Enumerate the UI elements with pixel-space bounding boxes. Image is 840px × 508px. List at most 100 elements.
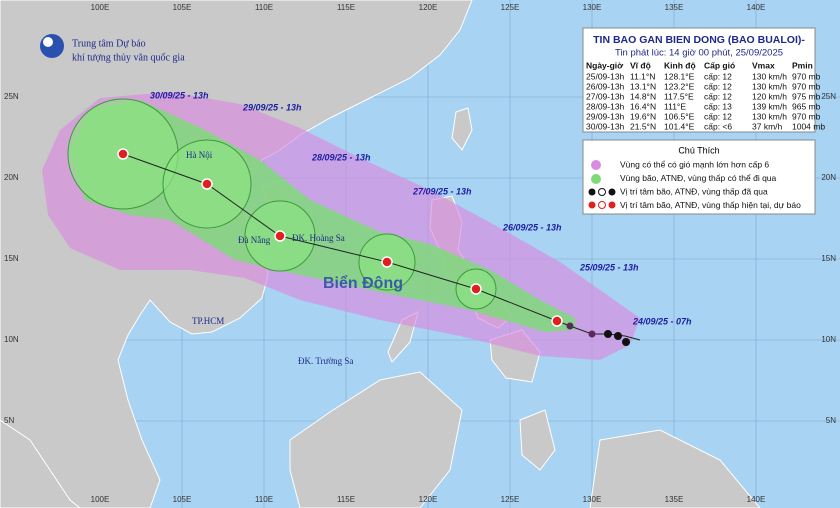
lat-label: 15N	[821, 254, 836, 263]
place-label: ĐK. Hoàng Sa	[292, 233, 345, 243]
lon-label: 105E	[173, 495, 192, 504]
bulletin-cell: 970 mb	[792, 111, 821, 121]
lat-label: 10N	[4, 335, 19, 344]
org-line1: Trung tâm Dự báo	[72, 38, 146, 49]
legend-item: Vùng bão, ATNĐ, vùng thấp có thể đi qua	[620, 173, 777, 183]
bulletin-cell: 120 km/h	[752, 91, 787, 101]
bulletin-cell: 130 km/h	[752, 81, 787, 91]
lat-label: 10N	[821, 335, 836, 344]
place-label: ĐK. Trường Sa	[298, 356, 353, 366]
lat-label: 5N	[4, 416, 14, 425]
bulletin-cell: 123.2°E	[664, 81, 695, 91]
lat-label: 20N	[4, 173, 19, 182]
bulletin-cell: 101.4°E	[664, 121, 695, 131]
bulletin-cell: 11.1°N	[630, 71, 655, 81]
bulletin-cell: cấp: 12	[704, 71, 732, 81]
time-label: 26/09/25 - 13h	[502, 222, 562, 232]
bulletin-cell: 13.1°N	[630, 81, 656, 91]
bulletin-cell: 128.1°E	[664, 71, 695, 81]
bulletin-cell: 37 km/h	[752, 121, 783, 131]
bulletin-cell: cấp: 12	[704, 111, 732, 121]
place-label: Đà Nẵng	[238, 235, 271, 245]
lat-label: 20N	[821, 173, 836, 182]
legend-icon	[591, 160, 601, 170]
place-label: Hà Nội	[186, 150, 213, 160]
lat-label: 25N	[4, 92, 19, 101]
lon-label: 135E	[665, 3, 684, 12]
legend-icon	[588, 201, 616, 209]
bulletin-title: TIN BAO GAN BIEN DONG (BAO BUALOI)-	[593, 34, 805, 46]
bulletin-cell: cấp: 13	[704, 101, 732, 111]
lon-label: 105E	[173, 3, 192, 12]
lon-label: 140E	[747, 495, 766, 504]
lat-label: 25N	[821, 92, 836, 101]
lon-label: 130E	[583, 495, 602, 504]
bulletin-cell: 21.5°N	[630, 121, 656, 131]
bulletin-cell: 965 mb	[792, 101, 821, 111]
time-label: 25/09/25 - 13h	[579, 262, 639, 272]
time-label: 30/09/25 - 13h	[150, 90, 209, 100]
lon-label: 100E	[91, 3, 110, 12]
org-line2: khí tượng thủy văn quốc gia	[72, 52, 185, 63]
lat-label: 15N	[4, 254, 19, 263]
bulletin-cell: 106.5°E	[664, 111, 695, 121]
legend-icon	[588, 188, 616, 196]
lat-label: 5N	[826, 416, 836, 425]
bulletin-header: Ngày-giờ	[586, 60, 624, 70]
past-positions	[566, 322, 630, 346]
bulletin-header: Kinh độ	[664, 60, 696, 70]
bulletin-cell: 28/09-13h	[586, 101, 625, 111]
bulletin-cell: 14.8°N	[630, 91, 656, 101]
bulletin-box	[582, 27, 816, 133]
place-label: Biển Đông	[323, 274, 403, 292]
bulletin-cell: 26/09-13h	[586, 81, 625, 91]
bulletin-cell: 139 km/h	[752, 101, 787, 111]
bulletin-cell: cấp: 12	[704, 81, 732, 91]
legend-title: Chú Thích	[678, 145, 719, 155]
legend-item: Vùng có thể có gió mạnh lớn hơn cấp 6	[620, 159, 769, 169]
bulletin-cell: 29/09-13h	[586, 111, 625, 121]
lon-label: 135E	[665, 495, 684, 504]
bulletin-cell: 25/09-13h	[586, 71, 625, 81]
lon-label: 130E	[583, 3, 602, 12]
bulletin-cell: 1004 mb	[792, 121, 825, 131]
bulletin-cell: 970 mb	[792, 81, 821, 91]
lon-label: 125E	[501, 495, 520, 504]
lon-label: 110E	[255, 495, 273, 504]
bulletin-cell: 130 km/h	[752, 111, 787, 121]
lon-label: 115E	[337, 3, 355, 12]
bulletin-cell: 19.6°N	[630, 111, 656, 121]
place-label: TP.HCM	[192, 316, 224, 326]
lon-label: 115E	[337, 495, 355, 504]
time-label: 27/09/25 - 13h	[412, 186, 472, 196]
bulletin-header: Cấp gió	[704, 60, 735, 70]
bulletin-cell: cấp: <6	[704, 121, 732, 131]
lon-label: 110E	[255, 3, 273, 12]
time-label: 28/09/25 - 13h	[311, 152, 371, 162]
bulletin-header: Vmax	[752, 60, 775, 70]
lon-label: 125E	[501, 3, 520, 12]
bulletin-cell: 16.4°N	[630, 101, 656, 111]
bulletin-cell: 30/09-13h	[586, 121, 625, 131]
bulletin-header: Vĩ độ	[630, 60, 651, 70]
bulletin-cell: 117.5°E	[664, 91, 694, 101]
bulletin-cell: 975 mb	[792, 91, 821, 101]
bulletin-cell: 27/09-13h	[586, 91, 625, 101]
bulletin-issued: Tin phát lúc: 14 giờ 00 phút, 25/09/2025	[615, 48, 783, 59]
bulletin-cell: 970 mb	[792, 71, 821, 81]
legend-box	[582, 139, 816, 215]
logo	[40, 34, 64, 58]
forecast-positions	[117, 148, 563, 327]
lon-label: 120E	[419, 495, 438, 504]
bulletin-cell: 111°E	[664, 101, 686, 111]
legend-item: Vị trí tâm bão, ATNĐ, vùng thấp đã qua	[620, 186, 768, 196]
lon-label: 100E	[91, 495, 110, 504]
lon-label: 120E	[419, 3, 438, 12]
lon-label: 140E	[747, 3, 766, 12]
bulletin-cell: 130 km/h	[752, 71, 787, 81]
time-label: 24/09/25 - 07h	[632, 316, 692, 326]
bulletin-cell: cấp: 12	[704, 91, 732, 101]
time-label: 29/09/25 - 13h	[242, 102, 302, 112]
legend-item: Vị trí tâm bão, ATNĐ, vùng thấp hiện tại…	[620, 200, 801, 210]
